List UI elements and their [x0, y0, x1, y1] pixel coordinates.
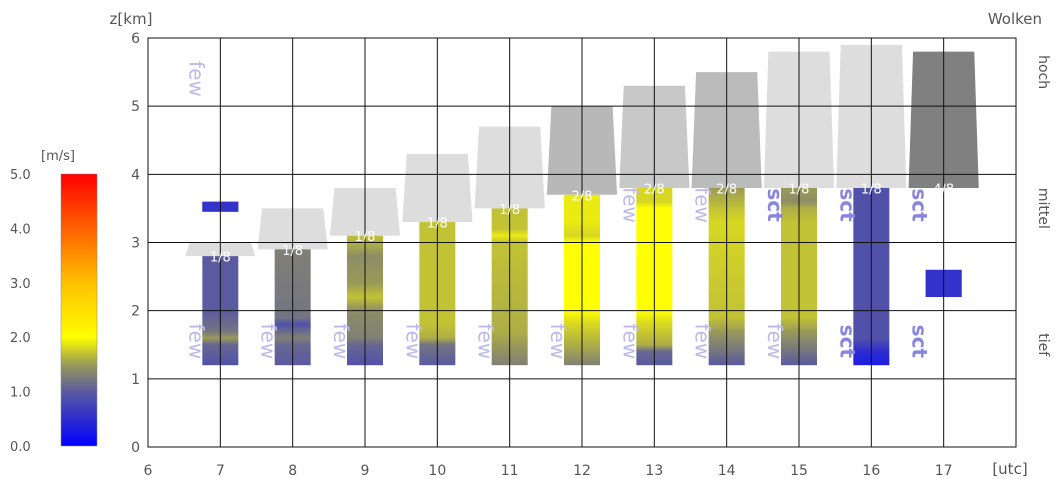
y-tick-labels: 0 1 2 3 4 5 6	[131, 31, 140, 456]
y-tick: 5	[131, 99, 140, 115]
coverage-label: 1/8	[861, 182, 882, 197]
colorbar-ticks: 0.0 1.0 2.0 3.0 4.0 5.0	[10, 168, 31, 455]
x-tick: 12	[573, 463, 591, 479]
cloud-type-label: few	[257, 323, 281, 359]
coverage-label: 2/8	[572, 189, 593, 204]
x-tick: 13	[645, 463, 663, 479]
cloud-type-label: few	[618, 323, 642, 359]
x-tick: 9	[361, 463, 370, 479]
plot-area: 1/8fewfew1/8few1/8few1/8few1/8few2/8few2…	[131, 31, 1051, 479]
cloud-type-label: few	[546, 323, 570, 359]
y-tick: 1	[131, 372, 140, 388]
colorbar-tick: 5.0	[10, 168, 31, 183]
y-tick: 0	[131, 440, 140, 456]
cloud-type-label: sct	[908, 188, 932, 222]
layer-labels: hoch mittel tief	[1035, 55, 1051, 357]
colorbar-tick: 0.0	[10, 440, 31, 455]
x-tick: 11	[501, 463, 519, 479]
colorbar-gradient	[60, 173, 98, 447]
cloud-type-label: few	[691, 323, 715, 359]
x-tick: 7	[216, 463, 225, 479]
layer-label: tief	[1035, 333, 1051, 357]
colorbar-label: [m/s]	[41, 149, 75, 164]
y-tick: 2	[131, 304, 140, 320]
y-tick: 3	[131, 236, 140, 252]
layer-label: mittel	[1035, 188, 1051, 229]
x-axis-title: [utc]	[992, 460, 1027, 478]
chart-title: Wolken	[988, 10, 1042, 28]
grid-lines	[147, 37, 1017, 448]
coverage-label: 1/8	[355, 230, 376, 245]
layer-label: hoch	[1035, 55, 1051, 89]
cloud-type-label: sct	[835, 325, 859, 359]
cloud-type-label: few	[184, 61, 208, 97]
cloud-type-label: few	[184, 323, 208, 359]
coverage-label: 1/8	[789, 182, 810, 197]
colorbar-tick: 1.0	[10, 386, 31, 401]
x-tick: 15	[790, 463, 808, 479]
cloud-labels: 1/8fewfew1/8few1/8few1/8few1/8few2/8few2…	[184, 61, 954, 359]
x-tick: 6	[144, 463, 153, 479]
x-tick: 14	[718, 463, 736, 479]
cloud-type-label: few	[763, 323, 787, 359]
cloud-type-label: few	[401, 323, 425, 359]
cloud-type-label: few	[329, 323, 353, 359]
coverage-label: 2/8	[716, 182, 737, 197]
coverage-label: 1/8	[282, 244, 303, 259]
x-tick: 17	[935, 463, 953, 479]
cloud-type-label: few	[618, 187, 642, 223]
cloud-type-label: few	[691, 187, 715, 223]
coverage-label: 2/8	[644, 182, 665, 197]
cloud-type-label: sct	[835, 188, 859, 222]
coverage-label: 1/8	[499, 203, 520, 218]
y-tick: 6	[131, 31, 140, 47]
colorbar-tick: 2.0	[10, 331, 31, 346]
coverage-label: 1/8	[427, 217, 448, 232]
coverage-label: 4/8	[933, 182, 954, 197]
x-tick: 8	[288, 463, 297, 479]
x-tick-labels: 6 7 8 9 10 11 12 13 14 15 16 17	[144, 463, 953, 479]
colorbar-tick: 3.0	[10, 277, 31, 292]
cloud-type-label: sct	[908, 325, 932, 359]
colorbar-tick: 4.0	[10, 222, 31, 237]
colorbar: [m/s] 0.0 1.0 2.0 3.0 4.0 5.0	[10, 149, 98, 455]
cloud-type-label: few	[474, 323, 498, 359]
x-tick: 10	[428, 463, 446, 479]
cloud-type-label: sct	[763, 188, 787, 222]
y-tick: 4	[131, 167, 140, 183]
y-axis-title: z[km]	[110, 10, 153, 28]
coverage-label: 1/8	[210, 251, 231, 266]
x-tick: 16	[862, 463, 880, 479]
